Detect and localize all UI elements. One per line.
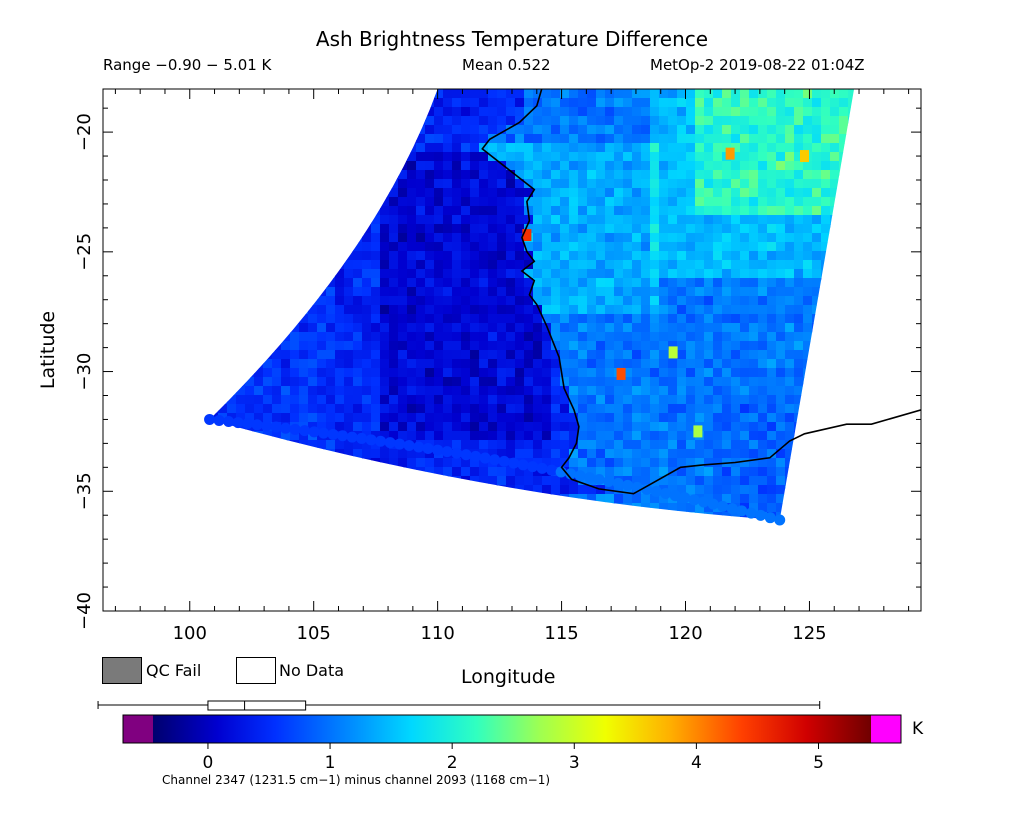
longitude-axis-label: Longitude [461,666,556,688]
colorbar-tick-label: 2 [447,753,458,773]
qc-fail-label: QC Fail [146,661,202,680]
lat-tick-label: −40 [74,592,95,630]
lat-tick-label: −20 [74,113,95,151]
lon-tick-label: 125 [792,623,826,644]
axis-tick-labels: 100 105 110 115 120 125 −20 −25 −30 −35 −40 [74,113,827,644]
lat-tick-label: −35 [74,472,95,510]
lon-tick-label: 120 [668,623,702,644]
no-data-label: No Data [279,661,345,680]
histogram-box [97,700,821,711]
colorbar [153,715,871,743]
hotspot-5 [693,425,703,438]
satellite-time-readout: MetOp-2 2019-08-22 01:04Z [650,56,865,74]
colorbar-tick-label: 4 [691,753,702,773]
hotspot-4 [668,346,678,359]
lon-tick-label: 115 [544,623,578,644]
lat-tick-label: −30 [74,353,95,391]
colorbar-tick-label: 0 [203,753,214,773]
colorbar-tick-label: 3 [569,753,580,773]
range-readout: Range −0.90 − 5.01 K [103,56,272,74]
colorbar-frame [122,714,902,744]
channel-footnote: Channel 2347 (1231.5 cm−1) minus channel… [162,773,551,787]
above-range-swatch [871,715,901,743]
hotspot-1 [616,367,626,380]
lon-tick-label: 100 [173,623,207,644]
lon-tick-label: 105 [297,623,331,644]
hotspot-3 [799,150,809,163]
colorbar-ticks: 0 1 2 3 4 5 [203,743,824,773]
hotspot-pixels [204,147,809,526]
no-data-swatch [236,657,276,684]
map-title: Ash Brightness Temperature Difference [315,27,709,51]
colorbar-unit: K [912,719,924,739]
axis-ticks [103,89,921,612]
qc-fail-swatch [102,657,142,684]
mean-readout: Mean 0.522 [462,56,551,74]
colorbar-tick-label: 1 [325,753,336,773]
lon-tick-label: 110 [420,623,454,644]
below-range-swatch [123,715,153,743]
coastline [481,89,921,495]
hotspot-0 [522,229,532,242]
colorbar-tick-label: 5 [813,753,824,773]
hotspot-2 [725,147,735,160]
lat-tick-label: −25 [74,233,95,271]
latitude-axis-label: Latitude [37,311,59,389]
